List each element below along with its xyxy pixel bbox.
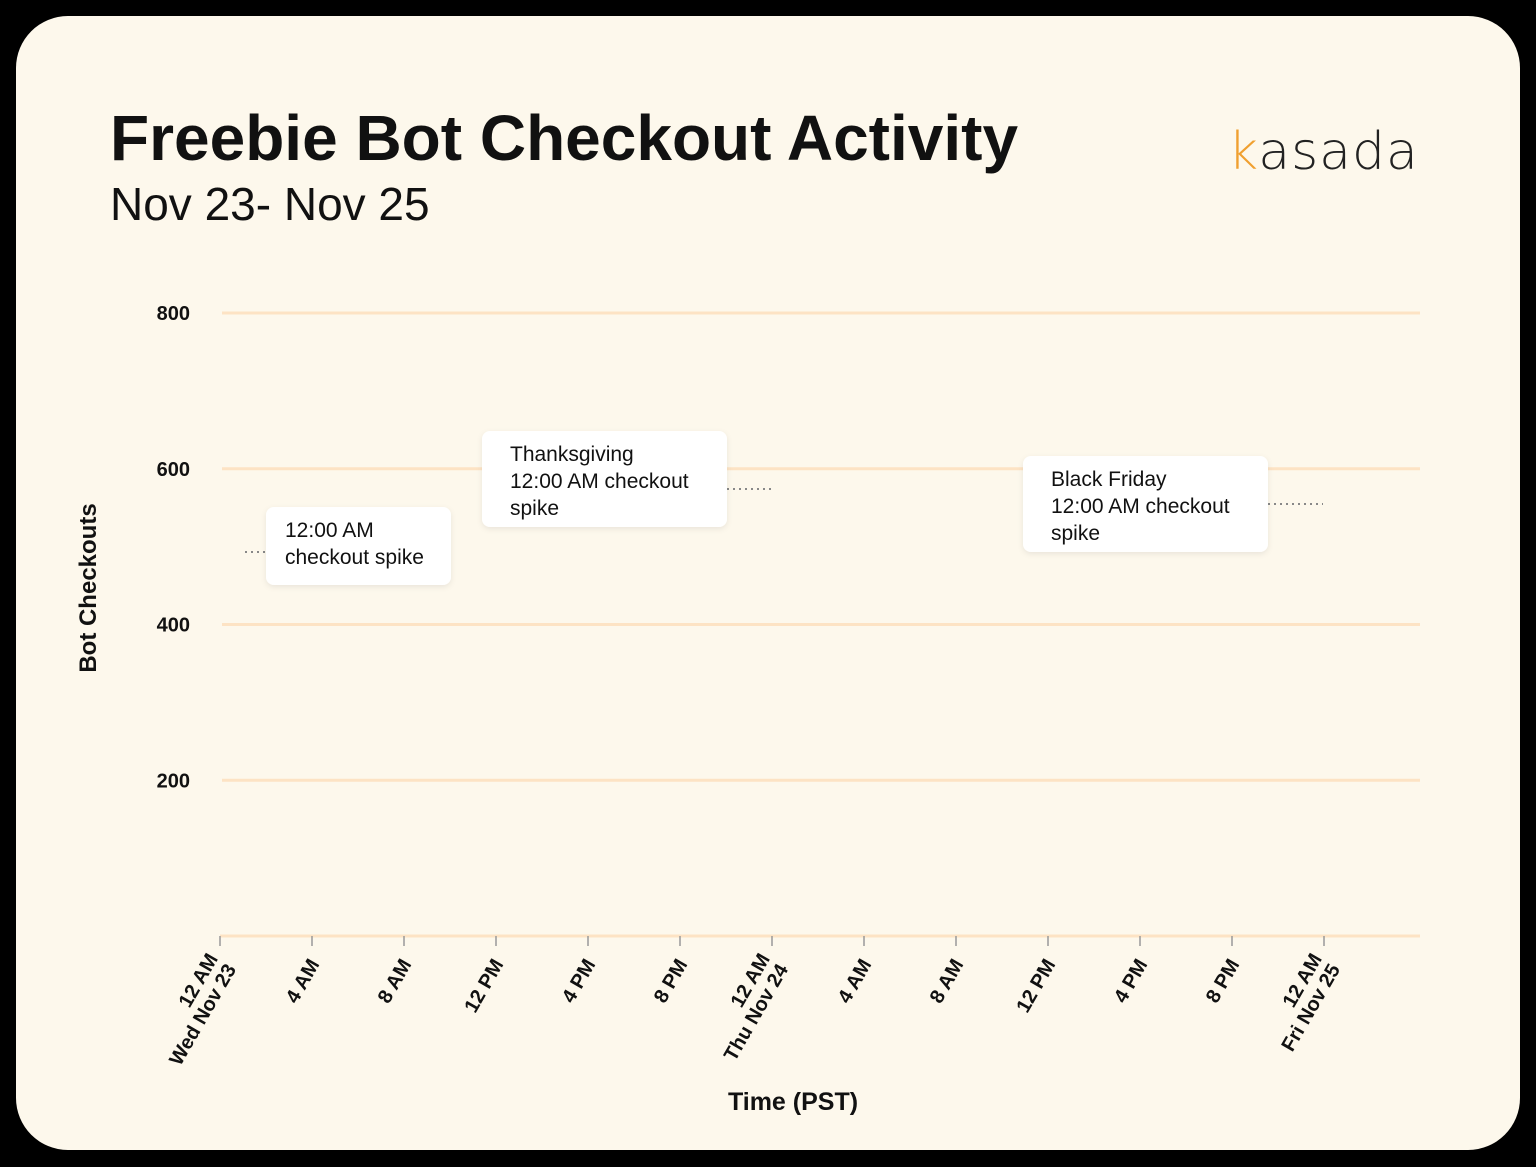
annotation-box (1023, 456, 1268, 552)
y-tick-label: 200 (157, 770, 190, 792)
annotation-text: spike (510, 497, 559, 520)
annotation-text: Black Friday (1051, 468, 1167, 491)
chart-subtitle: Nov 23- Nov 25 (110, 178, 430, 230)
logo: kasada (1228, 122, 1419, 182)
x-axis-label: Time (PST) (728, 1088, 858, 1116)
y-tick-label: 800 (157, 303, 190, 325)
y-tick-label: 600 (157, 459, 190, 481)
y-tick-label: 400 (157, 615, 190, 637)
annotation-text: spike (1051, 522, 1100, 545)
annotation-text: Thanksgiving (510, 443, 634, 466)
annotation-box (482, 431, 727, 527)
annotation-box (266, 507, 451, 585)
card (16, 16, 1520, 1150)
annotation-text: 12:00 AM checkout (1051, 495, 1230, 518)
chart-title: Freebie Bot Checkout Activity (110, 102, 1018, 174)
y-axis-label: Bot Checkouts (75, 503, 102, 672)
annotation-text: 12:00 AM checkout (510, 470, 689, 493)
annotation-text: checkout spike (285, 546, 424, 569)
annotation-text: 12:00 AM (285, 519, 374, 542)
